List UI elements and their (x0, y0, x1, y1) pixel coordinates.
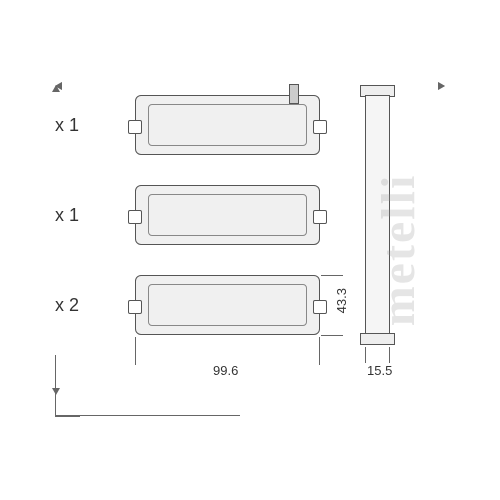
pad-friction-surface (148, 194, 307, 236)
dim-tick (321, 275, 343, 276)
dim-tick (321, 335, 343, 336)
dim-label-width: 99.6 (210, 363, 241, 378)
qty-label-2: x 1 (55, 205, 105, 226)
brand-watermark: metelli (371, 174, 426, 327)
dim-label-height: 43.3 (331, 288, 352, 313)
pad-right-tab (313, 300, 327, 314)
side-view-bottom-cap (360, 333, 395, 345)
brake-pad-front-3 (135, 275, 320, 335)
pad-friction-surface (148, 284, 307, 326)
dim-line-height (55, 355, 56, 415)
pad-left-tab (128, 210, 142, 224)
dim-line-thickness (55, 416, 80, 417)
dim-label-thickness: 15.5 (364, 363, 395, 378)
pad-left-tab (128, 300, 142, 314)
brake-pad-front-2 (135, 185, 320, 245)
pad-right-tab (313, 210, 327, 224)
wear-indicator-clip (289, 84, 299, 104)
qty-label-3: x 2 (55, 295, 105, 316)
dim-tick (135, 337, 136, 365)
pad-friction-surface (148, 104, 307, 146)
brake-pad-front-1 (135, 95, 320, 155)
qty-label-1: x 1 (55, 115, 105, 136)
dim-tick (319, 337, 320, 365)
pad-right-tab (313, 120, 327, 134)
pad-left-tab (128, 120, 142, 134)
dim-line-width (55, 415, 240, 416)
